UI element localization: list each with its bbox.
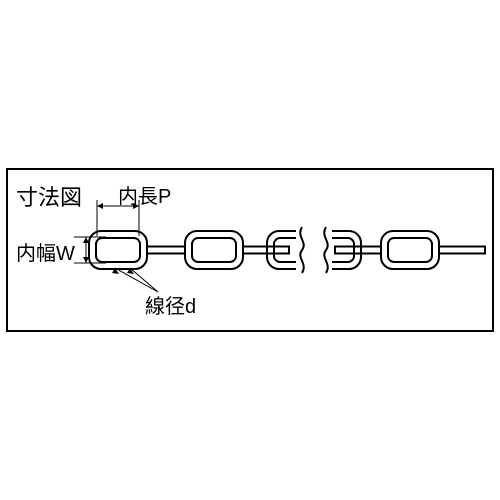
title-label: 寸法図 (16, 180, 82, 212)
inner-length-label: 内長P (118, 180, 171, 209)
chain-diagram (0, 0, 500, 500)
inner-width-label: 内幅W (16, 237, 75, 266)
canvas: 寸法図 内長P 内幅W 線径d (0, 0, 500, 500)
wire-dia-label: 線径d (145, 290, 196, 319)
